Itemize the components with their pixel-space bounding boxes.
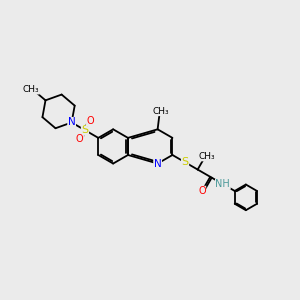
Text: S: S [182,157,189,167]
Text: CH₃: CH₃ [152,107,169,116]
Text: N: N [154,159,161,169]
Text: O: O [86,116,94,126]
Text: O: O [198,186,206,196]
Text: S: S [81,125,88,135]
Text: O: O [76,134,83,144]
Text: CH₃: CH₃ [22,85,39,94]
Text: NH: NH [215,179,230,189]
Text: CH₃: CH₃ [198,152,215,161]
Text: N: N [68,118,76,128]
